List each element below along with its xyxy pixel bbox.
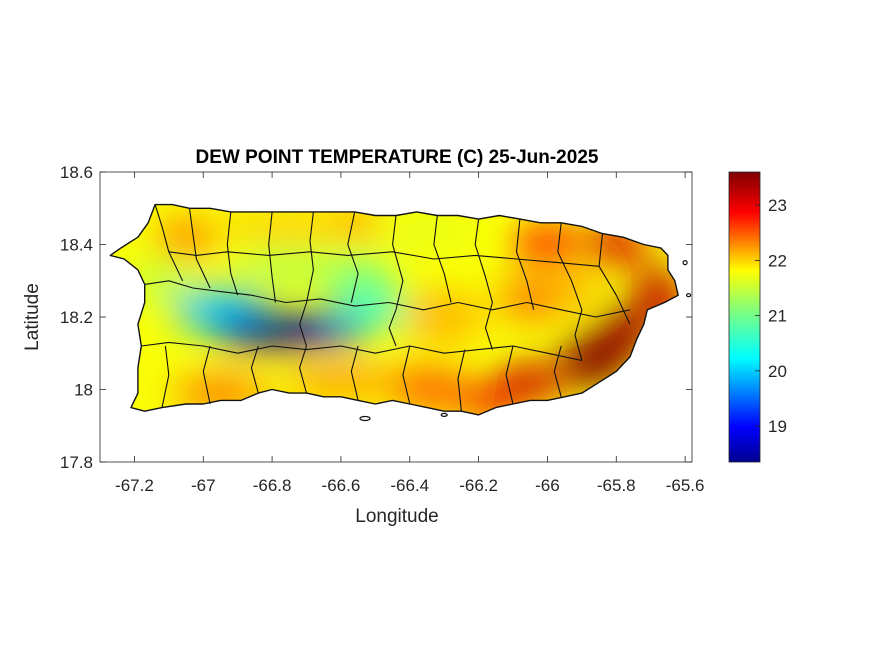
x-tick-label: -67: [191, 476, 216, 495]
municipality-border: [299, 345, 308, 394]
municipality-border: [268, 211, 277, 303]
municipality-border: [388, 309, 397, 347]
municipality-border: [392, 215, 404, 310]
municipality-border: [347, 211, 359, 303]
municipality-border: [168, 251, 600, 267]
y-axis: 17.8 18 18.2 18.4 18.6: [60, 163, 692, 472]
municipality-border: [250, 345, 259, 394]
field-blob: [220, 215, 359, 238]
colorbar-tick-label: 19: [768, 417, 787, 436]
islet: [682, 260, 688, 266]
y-tick-label: 18.4: [60, 236, 93, 255]
municipality-border: [402, 345, 411, 405]
x-axis-label: Longitude: [355, 506, 438, 527]
field-blob: [406, 382, 448, 412]
municipality-border: [202, 345, 211, 405]
y-tick-label: 18: [74, 381, 93, 400]
y-tick-label: 17.8: [60, 453, 93, 472]
x-tick-label: -66.4: [390, 476, 429, 495]
field-blob: [285, 367, 396, 397]
colorbar-ticks: 19 20 21 22 23: [755, 196, 787, 436]
colorbar-tick-label: 22: [768, 251, 787, 270]
field-blob: [378, 215, 476, 245]
islet: [440, 412, 448, 417]
field-blob: [595, 237, 637, 267]
colorbar-tick-label: 23: [768, 196, 787, 215]
municipality-border: [457, 349, 466, 412]
x-axis: -67.2 -67 -66.8 -66.6 -66.4 -66.2 -66 -65.8 -65.…: [115, 172, 704, 495]
field-blob: [182, 302, 224, 332]
x-tick-label: -65.8: [597, 476, 636, 495]
municipality-border: [305, 211, 314, 303]
municipality-border: [299, 302, 308, 347]
islet: [685, 293, 692, 298]
municipality-border: [515, 219, 535, 310]
field-blob: [513, 226, 582, 263]
colorbar-tick-label: 20: [768, 362, 787, 381]
field-blob: [234, 251, 345, 281]
field-blob: [337, 208, 379, 238]
municipality-border: [598, 233, 631, 325]
field-blob: [554, 269, 596, 307]
municipality-border: [553, 345, 562, 397]
y-axis-label: Latitude: [22, 283, 43, 351]
municipality-border: [144, 280, 252, 296]
colorbar-tick-label: 21: [768, 307, 787, 326]
field-blob: [495, 364, 565, 401]
x-tick-label: -66.8: [253, 476, 292, 495]
municipality-border: [226, 211, 239, 296]
field-blob: [402, 291, 486, 343]
municipality-border: [141, 341, 583, 362]
municipality-border: [251, 294, 631, 318]
islets: [359, 260, 692, 422]
municipality-border: [474, 219, 493, 303]
field-blob: [268, 317, 310, 346]
x-tick-label: -67.2: [115, 476, 154, 495]
municipality-border: [350, 345, 359, 401]
municipality-border: [161, 345, 170, 408]
municipality-border: [154, 204, 184, 282]
municipality-border: [505, 345, 514, 405]
municipality-border: [188, 208, 211, 289]
municipality-border: [484, 302, 493, 350]
municipality-border: [557, 222, 583, 310]
field-blob: [337, 273, 379, 303]
field-blob: [499, 277, 562, 321]
x-tick-label: -66.6: [322, 476, 361, 495]
chart-title: DEW POINT TEMPERATURE (C) 25-Jun-2025: [196, 147, 599, 168]
y-tick-label: 18.2: [60, 308, 93, 327]
coastline: [109, 203, 679, 416]
islet: [359, 415, 371, 422]
x-tick-label: -66.2: [459, 476, 498, 495]
colorbar: [728, 171, 761, 463]
field-blob: [165, 222, 207, 252]
x-tick-label: -65.6: [666, 476, 705, 495]
x-tick-label: -66: [535, 476, 560, 495]
y-tick-label: 18.6: [60, 163, 93, 182]
municipality-borders: [141, 204, 631, 412]
municipality-border: [574, 309, 583, 361]
